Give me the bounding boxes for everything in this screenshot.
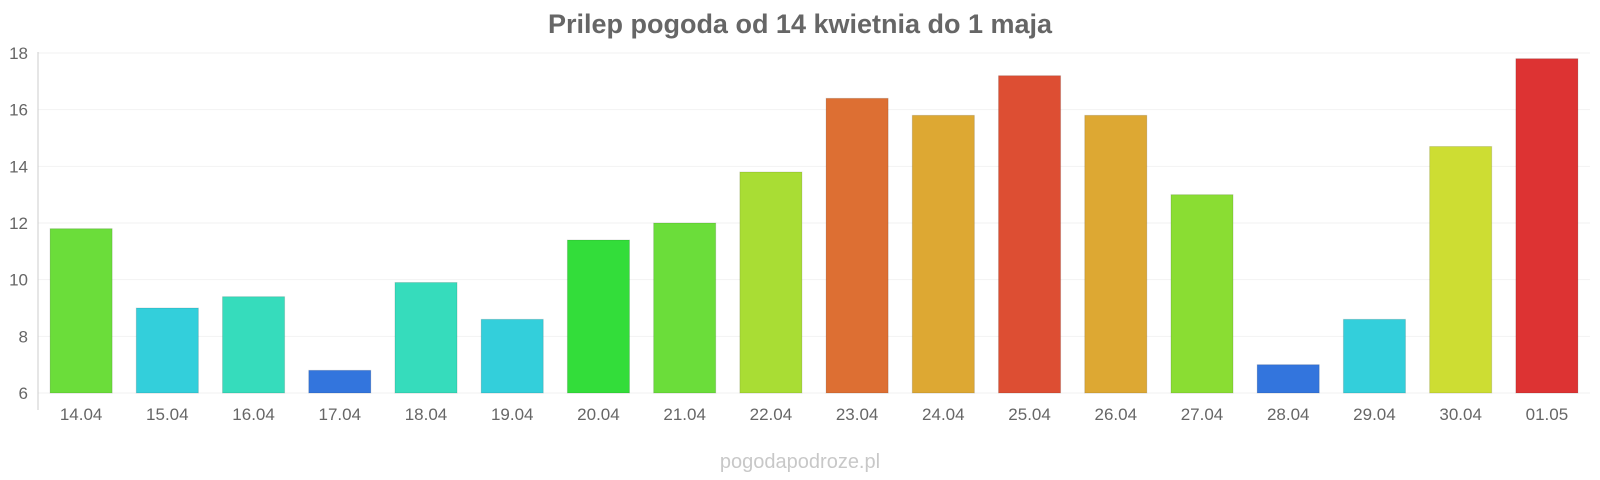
x-tick-label: 17.04 <box>319 405 362 424</box>
bar-16.04[interactable] <box>222 296 286 394</box>
x-tick-label: 20.04 <box>577 405 620 424</box>
x-tick-label: 23.04 <box>836 405 879 424</box>
bar-28.04[interactable] <box>1256 364 1320 394</box>
bar-22.04[interactable] <box>739 171 803 394</box>
x-tick-label: 15.04 <box>146 405 189 424</box>
y-tick-label: 16 <box>9 101 28 120</box>
bar-24.04[interactable] <box>911 114 975 394</box>
x-tick-label: 25.04 <box>1008 405 1051 424</box>
bars <box>49 58 1579 394</box>
source-label: pogodapodroze.pl <box>720 451 880 473</box>
x-tick-label: 21.04 <box>663 405 706 424</box>
bar-14.04[interactable] <box>49 228 113 394</box>
bar-17.04[interactable] <box>308 369 372 394</box>
x-tick-label: 01.05 <box>1526 405 1569 424</box>
bar-26.04[interactable] <box>1084 114 1148 394</box>
x-tick-label: 26.04 <box>1095 405 1138 424</box>
x-tick-label: 18.04 <box>405 405 448 424</box>
bar-29.04[interactable] <box>1342 318 1406 394</box>
y-tick-label: 8 <box>19 327 28 346</box>
chart-title: Prilep pogoda od 14 kwietnia do 1 maja <box>548 9 1053 39</box>
bar-30.04[interactable] <box>1429 146 1493 394</box>
bar-19.04[interactable] <box>480 318 544 394</box>
bar-18.04[interactable] <box>394 282 458 394</box>
x-tick-label: 22.04 <box>750 405 793 424</box>
x-axis-ticks: 14.04 15.04 16.04 17.04 18.04 19.04 20.04 21.04… <box>60 405 1568 424</box>
bar-01.05[interactable] <box>1515 58 1579 394</box>
x-tick-label: 27.04 <box>1181 405 1224 424</box>
y-tick-label: 18 <box>9 44 28 63</box>
x-tick-label: 24.04 <box>922 405 965 424</box>
bar-25.04[interactable] <box>998 75 1062 394</box>
x-tick-label: 30.04 <box>1439 405 1482 424</box>
y-tick-label: 12 <box>9 214 28 233</box>
grid-lines <box>38 52 1590 394</box>
bar-23.04[interactable] <box>825 97 889 394</box>
x-tick-label: 16.04 <box>232 405 275 424</box>
y-axis-ticks: 6 8 10 12 14 16 18 <box>9 44 28 403</box>
bar-20.04[interactable] <box>566 239 630 394</box>
bar-27.04[interactable] <box>1170 194 1234 394</box>
x-tick-label: 29.04 <box>1353 405 1396 424</box>
x-tick-label: 28.04 <box>1267 405 1310 424</box>
x-tick-label: 19.04 <box>491 405 534 424</box>
bar-15.04[interactable] <box>135 307 199 394</box>
y-tick-label: 10 <box>9 271 28 290</box>
y-tick-label: 6 <box>19 384 28 403</box>
x-tick-label: 14.04 <box>60 405 103 424</box>
y-tick-label: 14 <box>9 157 28 176</box>
bar-21.04[interactable] <box>653 222 717 394</box>
